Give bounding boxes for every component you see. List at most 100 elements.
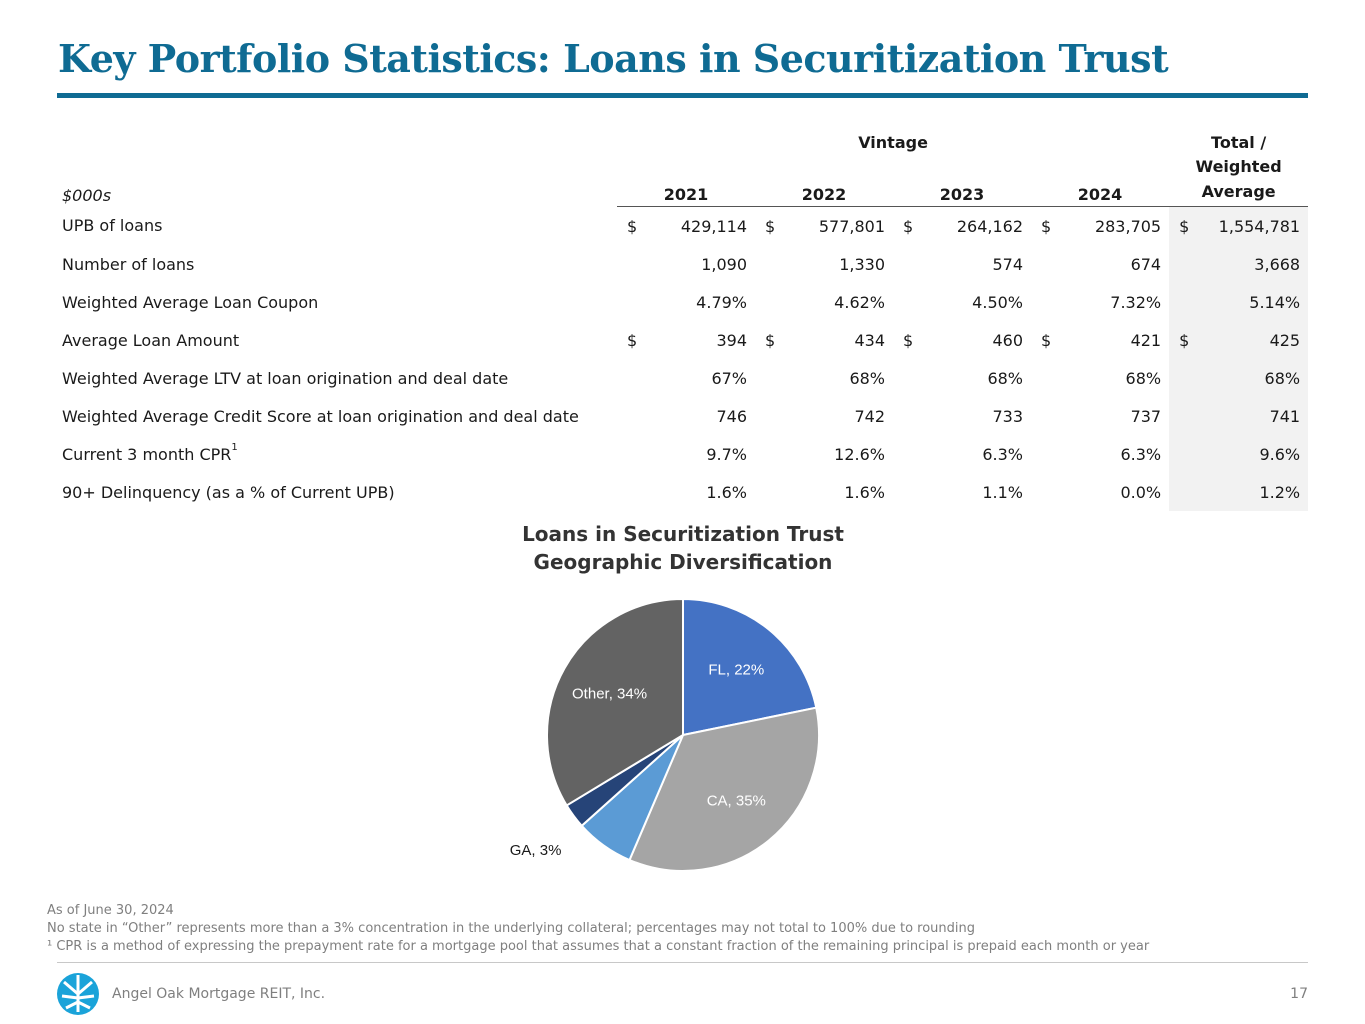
value-cell: 68% bbox=[1125, 368, 1162, 388]
pie-label-fl: FL, 22% bbox=[708, 662, 764, 679]
currency-symbol bbox=[1169, 435, 1200, 473]
total-value-cell: 5.14% bbox=[1199, 283, 1309, 321]
total-header-line-3: Average bbox=[1201, 182, 1276, 201]
currency-symbol bbox=[755, 359, 785, 397]
year-header-2022: 2022 bbox=[755, 154, 893, 207]
currency-symbol bbox=[893, 245, 923, 283]
row-label: Average Loan Amount bbox=[62, 330, 240, 350]
currency-symbol bbox=[755, 397, 785, 435]
currency-symbol bbox=[1169, 397, 1200, 435]
company-name: Angel Oak Mortgage REIT, Inc. bbox=[112, 986, 326, 1002]
table-row: 90+ Delinquency (as a % of Current UPB) 1… bbox=[57, 473, 1309, 511]
currency-symbol bbox=[893, 397, 923, 435]
currency-symbol: $ bbox=[627, 330, 638, 350]
value-cell: 394 bbox=[716, 330, 747, 350]
value-cell: 460 bbox=[992, 330, 1023, 350]
value-cell: 737 bbox=[1130, 406, 1162, 426]
currency-symbol bbox=[1031, 435, 1061, 473]
total-value-cell: 741 bbox=[1199, 397, 1309, 435]
footnotes: As of June 30, 2024 No state in “Other” … bbox=[47, 902, 1149, 956]
currency-symbol bbox=[1031, 473, 1061, 511]
value-cell: 283,705 bbox=[1094, 216, 1162, 236]
value-cell: 1.6% bbox=[706, 482, 747, 502]
value-cell: 1,090 bbox=[701, 254, 747, 274]
value-cell: 264,162 bbox=[956, 216, 1023, 236]
value-cell: 12.6% bbox=[834, 444, 885, 464]
currency-symbol bbox=[1031, 359, 1061, 397]
value-cell: 1.6% bbox=[844, 482, 885, 502]
row-label: Weighted Average Credit Score at loan or… bbox=[62, 406, 579, 426]
value-cell: 67% bbox=[711, 368, 747, 388]
pie-label-ca: CA, 35% bbox=[707, 792, 766, 809]
currency-symbol: $ bbox=[765, 216, 776, 236]
pie-label-ga: GA, 3% bbox=[510, 842, 562, 859]
value-cell: 0.0% bbox=[1120, 482, 1162, 502]
total-value-cell: 1.2% bbox=[1199, 473, 1309, 511]
page-title: Key Portfolio Statistics: Loans in Secur… bbox=[58, 36, 1169, 81]
currency-symbol bbox=[617, 435, 647, 473]
total-value-cell: 9.6% bbox=[1199, 435, 1309, 473]
value-cell: 574 bbox=[992, 254, 1023, 274]
year-header-2023: 2023 bbox=[893, 154, 1031, 207]
currency-symbol bbox=[1031, 283, 1061, 321]
row-label: Current 3 month CPR1 bbox=[62, 441, 238, 464]
currency-symbol bbox=[893, 283, 923, 321]
table-row: Number of loans 1,090 1,330 574 674 3,668 bbox=[57, 245, 1309, 283]
value-cell: 4.50% bbox=[972, 292, 1023, 312]
unit-label: $000s bbox=[62, 185, 112, 205]
row-label: UPB of loans bbox=[62, 216, 163, 236]
value-cell: 577,801 bbox=[818, 216, 885, 236]
total-value-cell: 3,668 bbox=[1199, 245, 1309, 283]
footnote-cpr: ¹ CPR is a method of expressing the prep… bbox=[47, 939, 1150, 954]
currency-symbol bbox=[617, 473, 647, 511]
value-cell: 68% bbox=[849, 368, 885, 388]
currency-symbol: $ bbox=[903, 330, 914, 350]
vintage-header: Vintage bbox=[858, 133, 928, 152]
row-label: Weighted Average Loan Coupon bbox=[62, 292, 319, 312]
currency-symbol bbox=[893, 435, 923, 473]
statistics-rows: UPB of loans $429,114 $577,801 $264,162 $283… bbox=[57, 206, 1309, 511]
total-value-cell: 68% bbox=[1199, 359, 1309, 397]
portfolio-statistics-table: Vintage Total / $000s 2021 2022 2023 202… bbox=[57, 112, 1309, 511]
geographic-diversification-pie-chart: FL, 22%CA, 35%TX, 7%GA, 3%Other, 34% bbox=[510, 597, 820, 872]
currency-symbol bbox=[617, 245, 647, 283]
value-cell: 7.32% bbox=[1110, 292, 1162, 312]
year-header-2024: 2024 bbox=[1031, 154, 1170, 207]
total-header-line-2: Weighted bbox=[1195, 157, 1282, 176]
currency-symbol bbox=[755, 435, 785, 473]
currency-symbol: $ bbox=[1169, 321, 1200, 359]
currency-symbol bbox=[1031, 397, 1061, 435]
value-cell: 9.7% bbox=[706, 444, 747, 464]
value-cell: 674 bbox=[1130, 254, 1162, 274]
table-row: Weighted Average Loan Coupon 4.79% 4.62% 4.… bbox=[57, 283, 1309, 321]
row-label: Weighted Average LTV at loan origination… bbox=[62, 368, 509, 388]
currency-symbol bbox=[617, 359, 647, 397]
value-cell: 1,330 bbox=[839, 254, 885, 274]
page-number: 17 bbox=[1290, 986, 1308, 1002]
table-row: Average Loan Amount $394 $434 $460 $421 $425 bbox=[57, 321, 1309, 359]
row-label: 90+ Delinquency (as a % of Current UPB) bbox=[62, 482, 395, 502]
table-row: UPB of loans $429,114 $577,801 $264,162 $283… bbox=[57, 206, 1309, 245]
footnote-as-of: As of June 30, 2024 bbox=[47, 903, 174, 918]
value-cell: 421 bbox=[1130, 330, 1162, 350]
currency-symbol bbox=[755, 245, 785, 283]
currency-symbol bbox=[617, 397, 647, 435]
chart-title-line-1: Loans in Securitization Trust bbox=[522, 522, 844, 546]
value-cell: 434 bbox=[854, 330, 885, 350]
footnote-other-state: No state in “Other” represents more than… bbox=[47, 921, 976, 936]
pie-slice-fl bbox=[682, 597, 818, 737]
value-cell: 68% bbox=[987, 368, 1023, 388]
currency-symbol: $ bbox=[627, 216, 638, 236]
value-cell: 429,114 bbox=[680, 216, 747, 236]
currency-symbol bbox=[755, 473, 785, 511]
year-header-2021: 2021 bbox=[617, 154, 755, 207]
table-row: Current 3 month CPR1 9.7% 12.6% 6.3% 6.3% 9.6… bbox=[57, 435, 1309, 473]
total-header: Weighted Average bbox=[1169, 154, 1309, 207]
currency-symbol: $ bbox=[903, 216, 914, 236]
value-cell: 6.3% bbox=[982, 444, 1023, 464]
value-cell: 1.1% bbox=[982, 482, 1023, 502]
footer-divider bbox=[57, 962, 1308, 963]
table-row: Weighted Average LTV at loan origination… bbox=[57, 359, 1309, 397]
value-cell: 4.79% bbox=[696, 292, 747, 312]
value-cell: 4.62% bbox=[834, 292, 885, 312]
